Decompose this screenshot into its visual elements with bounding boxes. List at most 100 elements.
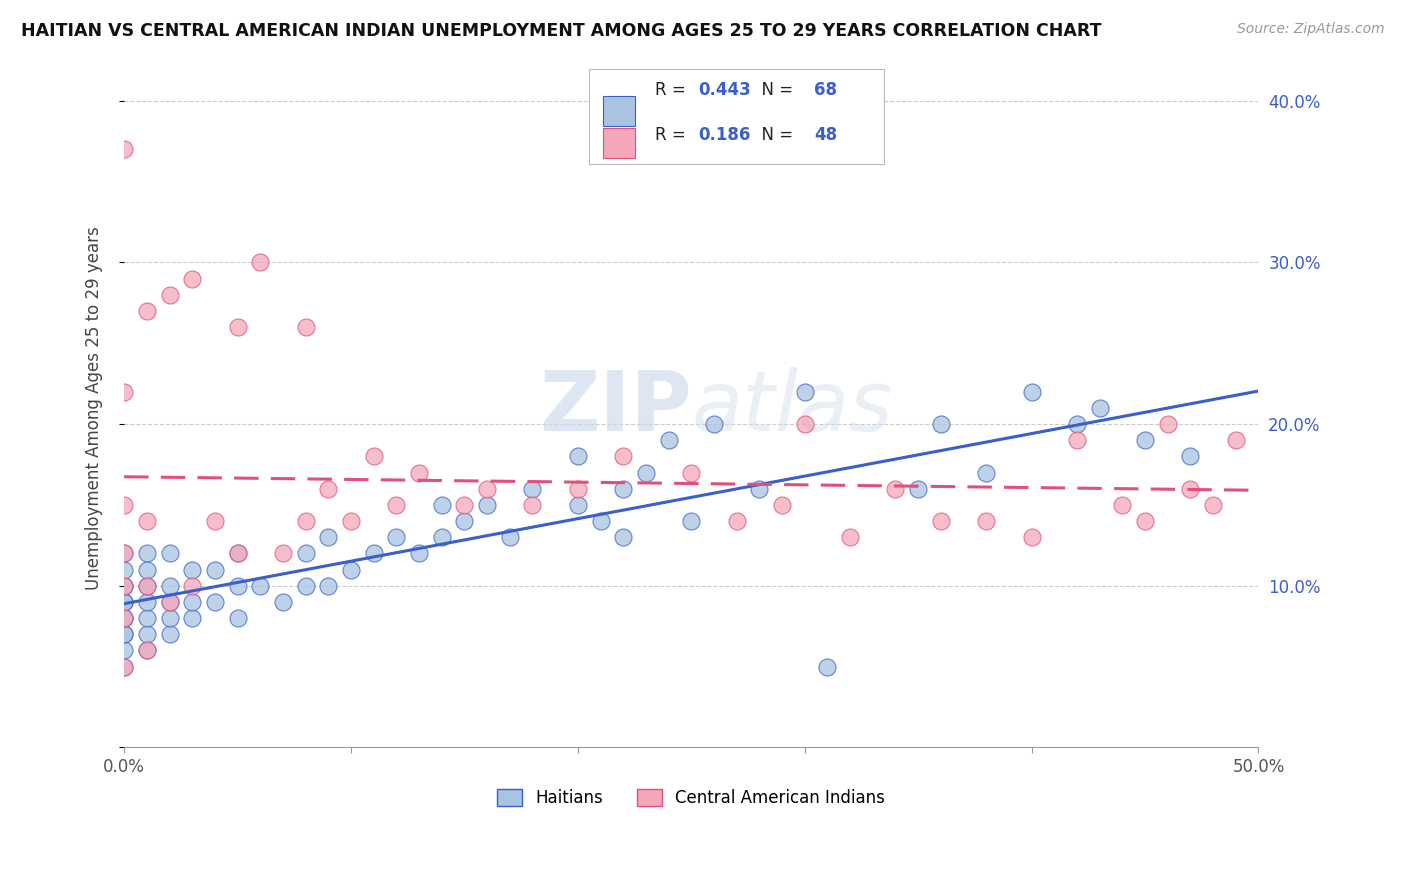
Point <box>249 255 271 269</box>
Point <box>522 498 544 512</box>
Point <box>1133 434 1156 448</box>
Text: 0.443: 0.443 <box>699 81 751 99</box>
Point <box>226 546 249 560</box>
Point <box>475 482 498 496</box>
Text: Source: ZipAtlas.com: Source: ZipAtlas.com <box>1237 22 1385 37</box>
Point <box>681 514 703 528</box>
Point <box>271 546 294 560</box>
Point <box>1111 498 1133 512</box>
Point <box>453 498 475 512</box>
Point <box>135 579 157 593</box>
Point <box>974 514 997 528</box>
Point <box>112 611 135 625</box>
Point <box>135 514 157 528</box>
Point <box>974 466 997 480</box>
Point <box>135 643 157 657</box>
Point <box>725 514 748 528</box>
Point <box>1066 434 1088 448</box>
Point <box>159 287 181 301</box>
Point <box>159 595 181 609</box>
Point <box>112 611 135 625</box>
Point <box>249 579 271 593</box>
Bar <box>603 96 634 127</box>
Point <box>318 530 340 544</box>
Point <box>567 450 589 464</box>
Point <box>1180 450 1202 464</box>
Point <box>1066 417 1088 431</box>
Point <box>135 611 157 625</box>
Point <box>1088 401 1111 415</box>
Point <box>112 498 135 512</box>
Point <box>612 530 634 544</box>
Text: HAITIAN VS CENTRAL AMERICAN INDIAN UNEMPLOYMENT AMONG AGES 25 TO 29 YEARS CORREL: HAITIAN VS CENTRAL AMERICAN INDIAN UNEMP… <box>21 22 1101 40</box>
Point <box>612 482 634 496</box>
Point <box>634 466 657 480</box>
Point <box>884 482 907 496</box>
Point <box>204 563 226 577</box>
Point <box>112 643 135 657</box>
Point <box>112 546 135 560</box>
Point <box>363 450 385 464</box>
Point <box>204 514 226 528</box>
Point <box>226 579 249 593</box>
Point <box>135 595 157 609</box>
Point <box>929 417 952 431</box>
Point <box>589 514 612 528</box>
Point <box>226 320 249 334</box>
Point <box>112 579 135 593</box>
Point <box>112 579 135 593</box>
Point <box>839 530 862 544</box>
Point <box>1202 498 1225 512</box>
Point <box>135 304 157 318</box>
Point <box>181 271 204 285</box>
Bar <box>603 128 634 158</box>
Point <box>135 563 157 577</box>
Point <box>112 659 135 673</box>
Point <box>430 498 453 512</box>
Point <box>793 384 815 399</box>
Point <box>159 546 181 560</box>
Point <box>112 142 135 156</box>
Point <box>681 466 703 480</box>
Point <box>271 595 294 609</box>
Point <box>318 579 340 593</box>
Point <box>793 417 815 431</box>
Point <box>340 563 363 577</box>
Bar <box>589 69 884 163</box>
Point <box>1157 417 1180 431</box>
Point <box>135 579 157 593</box>
Text: R =: R = <box>655 126 696 144</box>
Point <box>522 482 544 496</box>
Point <box>748 482 770 496</box>
Point <box>112 546 135 560</box>
Point <box>159 595 181 609</box>
Point <box>112 611 135 625</box>
Point <box>408 546 430 560</box>
Point <box>1021 384 1043 399</box>
Point <box>658 434 681 448</box>
Point <box>929 514 952 528</box>
Point <box>703 417 725 431</box>
Point <box>815 659 838 673</box>
Point <box>499 530 522 544</box>
Point <box>226 546 249 560</box>
Point <box>181 611 204 625</box>
Point <box>567 482 589 496</box>
Text: N =: N = <box>751 126 799 144</box>
Text: 0.186: 0.186 <box>699 126 751 144</box>
Point <box>907 482 929 496</box>
Point <box>612 450 634 464</box>
Point <box>181 595 204 609</box>
Point <box>294 579 316 593</box>
Point <box>204 595 226 609</box>
Point <box>408 466 430 480</box>
Point <box>567 498 589 512</box>
Y-axis label: Unemployment Among Ages 25 to 29 years: Unemployment Among Ages 25 to 29 years <box>86 226 103 590</box>
Point <box>385 498 408 512</box>
Point <box>181 563 204 577</box>
Point <box>112 579 135 593</box>
Text: N =: N = <box>751 81 799 99</box>
Point <box>385 530 408 544</box>
Point <box>226 611 249 625</box>
Point <box>1225 434 1247 448</box>
